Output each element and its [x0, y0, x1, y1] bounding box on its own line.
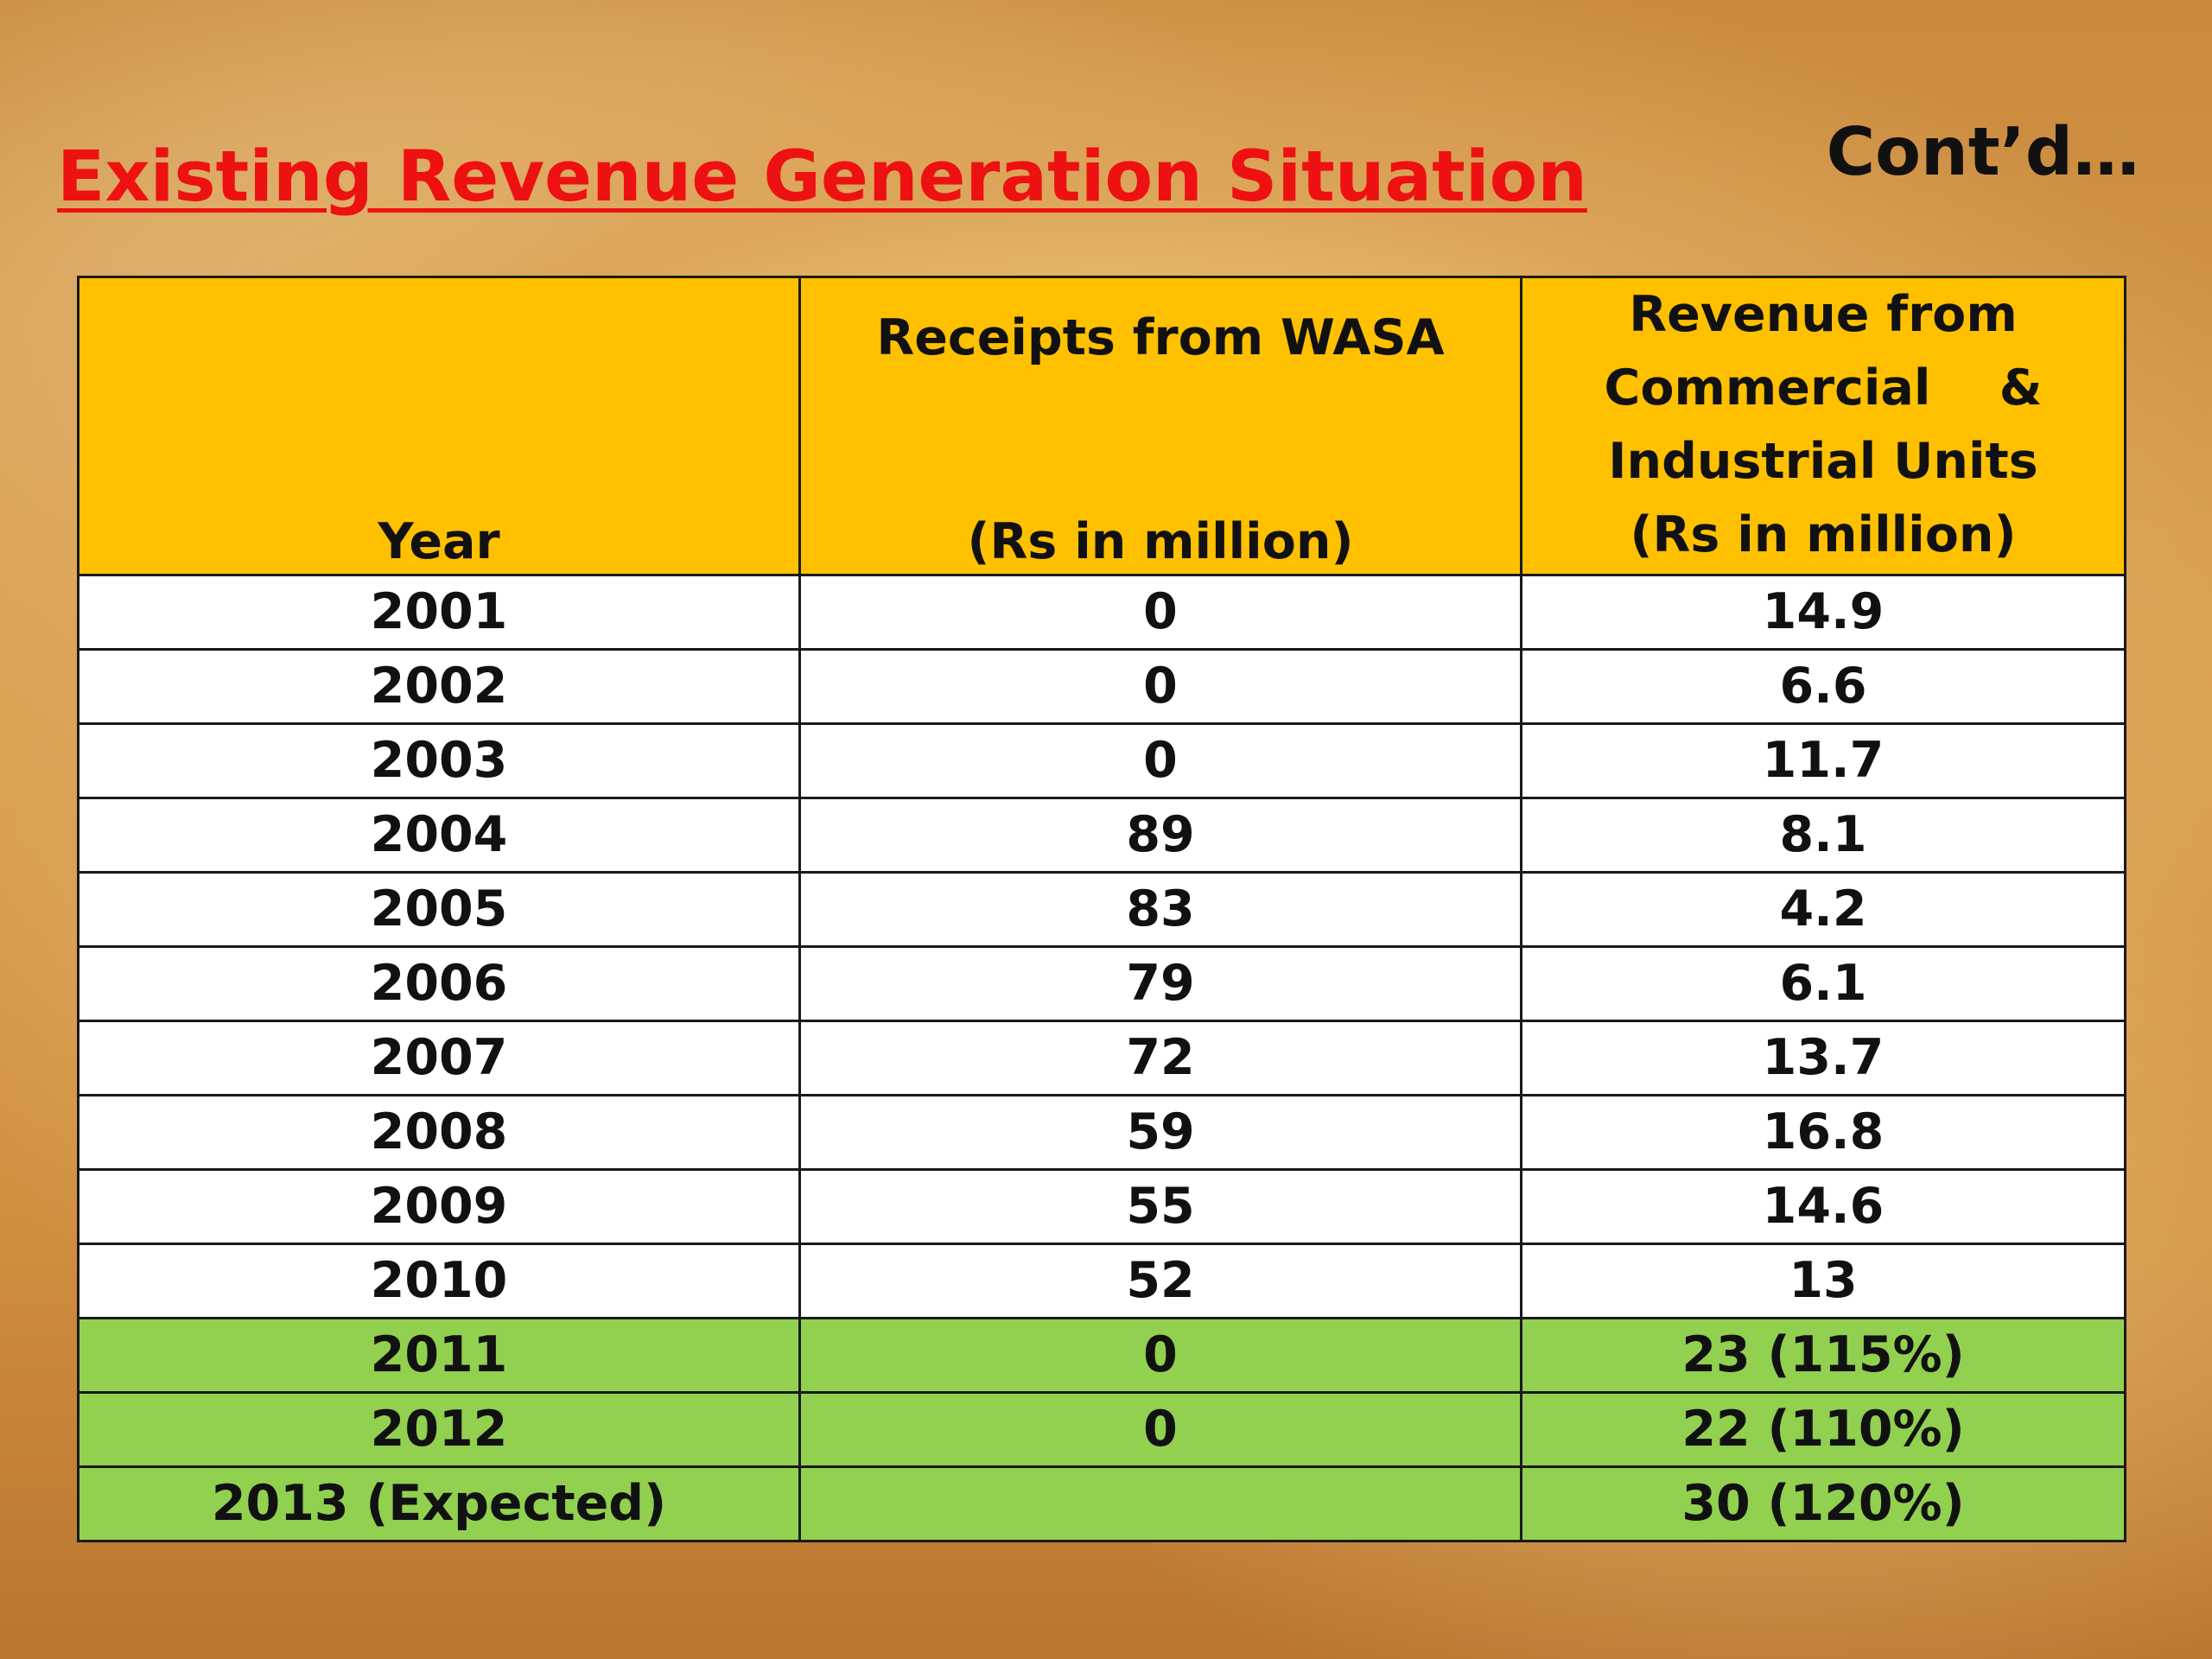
- cell-year: 2011: [77, 1317, 801, 1394]
- header-row: Year Receipts from WASA (Rs in million) …: [77, 276, 2126, 576]
- header-commercial-line2: Commercial &: [1604, 359, 2043, 416]
- cell-year: 2006: [77, 945, 801, 1022]
- table-row: 2008 59 16.8: [77, 1094, 2126, 1171]
- cell-commercial: 13.7: [1520, 1020, 2126, 1096]
- cell-commercial: 23 (115%): [1520, 1317, 2126, 1394]
- table-row: 2002 0 6.6: [77, 648, 2126, 725]
- cell-wasa: 0: [798, 722, 1522, 799]
- cell-wasa: 0: [798, 574, 1522, 651]
- cell-year: 2012: [77, 1391, 801, 1468]
- header-commercial-line4: (Rs in million): [1630, 506, 2017, 563]
- cell-commercial: 13: [1520, 1243, 2126, 1319]
- cell-year: 2005: [77, 871, 801, 948]
- cell-year: 2003: [77, 722, 801, 799]
- cell-wasa: 79: [798, 945, 1522, 1022]
- table-row: 2005 83 4.2: [77, 871, 2126, 948]
- cell-year: 2002: [77, 648, 801, 725]
- table-body: 2001 0 14.9 2002 0 6.6 2003 0 11.7 2004 …: [77, 574, 2126, 1542]
- cell-commercial: 6.6: [1520, 648, 2126, 725]
- table-header: Year Receipts from WASA (Rs in million) …: [77, 276, 2126, 576]
- table-row-highlighted: 2012 0 22 (110%): [77, 1391, 2126, 1468]
- cell-commercial: 30 (120%): [1520, 1465, 2126, 1542]
- cell-commercial: 8.1: [1520, 797, 2126, 874]
- header-commercial-revenue: Revenue from Commercial & Industrial Uni…: [1520, 276, 2126, 576]
- cell-year: 2009: [77, 1168, 801, 1245]
- cell-year: 2008: [77, 1094, 801, 1171]
- cell-year: 2013 (Expected): [77, 1465, 801, 1542]
- table-row: 2006 79 6.1: [77, 945, 2126, 1022]
- cell-year: 2001: [77, 574, 801, 651]
- revenue-table: Year Receipts from WASA (Rs in million) …: [77, 276, 2126, 1542]
- cell-commercial: 22 (110%): [1520, 1391, 2126, 1468]
- cell-commercial: 16.8: [1520, 1094, 2126, 1171]
- cell-year: 2010: [77, 1243, 801, 1319]
- cell-wasa: [798, 1465, 1522, 1542]
- header-wasa-receipts: Receipts from WASA (Rs in million): [798, 276, 1522, 576]
- cell-commercial: 6.1: [1520, 945, 2126, 1022]
- table-row-highlighted: 2011 0 23 (115%): [77, 1317, 2126, 1394]
- cell-wasa: 0: [798, 1391, 1522, 1468]
- table-row: 2009 55 14.6: [77, 1168, 2126, 1245]
- table-row: 2001 0 14.9: [77, 574, 2126, 651]
- cell-wasa: 89: [798, 797, 1522, 874]
- cell-commercial: 11.7: [1520, 722, 2126, 799]
- header-commercial-line3: Industrial Units: [1608, 433, 2038, 490]
- cell-wasa: 0: [798, 1317, 1522, 1394]
- cell-wasa: 83: [798, 871, 1522, 948]
- table-row: 2003 0 11.7: [77, 722, 2126, 799]
- continued-marker: Cont’d…: [1826, 114, 2139, 191]
- table-row: 2004 89 8.1: [77, 797, 2126, 874]
- table-row: 2007 72 13.7: [77, 1020, 2126, 1096]
- cell-year: 2004: [77, 797, 801, 874]
- cell-wasa: 59: [798, 1094, 1522, 1171]
- cell-wasa: 0: [798, 648, 1522, 725]
- cell-year: 2007: [77, 1020, 801, 1096]
- cell-commercial: 4.2: [1520, 871, 2126, 948]
- cell-wasa: 72: [798, 1020, 1522, 1096]
- cell-wasa: 55: [798, 1168, 1522, 1245]
- header-wasa-line1: Receipts from WASA: [876, 309, 1445, 366]
- cell-commercial: 14.9: [1520, 574, 2126, 651]
- cell-commercial: 14.6: [1520, 1168, 2126, 1245]
- header-year: Year: [77, 276, 801, 576]
- cell-wasa: 52: [798, 1243, 1522, 1319]
- header-wasa-line2: (Rs in million): [967, 513, 1354, 570]
- table-row: 2010 52 13: [77, 1243, 2126, 1319]
- table-row-highlighted: 2013 (Expected) 30 (120%): [77, 1465, 2126, 1542]
- slide-title: Existing Revenue Generation Situation: [57, 137, 1587, 218]
- header-commercial-line1: Revenue from: [1629, 286, 2018, 343]
